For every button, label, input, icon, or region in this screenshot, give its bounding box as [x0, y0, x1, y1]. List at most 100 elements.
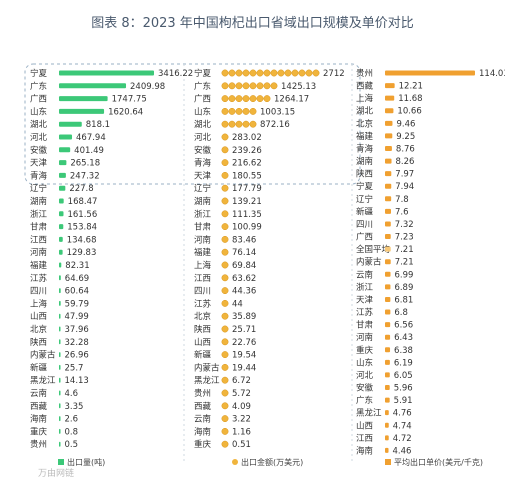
bar — [385, 95, 395, 101]
data-label: 7.23 — [395, 233, 414, 243]
data-label: 161.56 — [67, 210, 97, 220]
category-label: 黑龙江 — [194, 375, 220, 386]
chart-title: 图表 8：2023 年中国枸杞出口省域出口规模及单价对比 — [91, 16, 414, 31]
bar — [59, 83, 127, 89]
data-label: 47.99 — [65, 312, 89, 322]
coin-bar-mark — [221, 261, 229, 269]
coin-bar-mark — [228, 95, 236, 103]
category-label: 湖南 — [30, 196, 47, 207]
coin-bar-mark — [235, 95, 243, 103]
bar — [59, 70, 154, 76]
category-label: 辽宁 — [194, 183, 211, 194]
data-label: 1264.17 — [274, 95, 309, 105]
coin-bar-mark — [242, 95, 250, 103]
bar — [385, 158, 392, 164]
bar — [385, 435, 389, 441]
data-label: 7.32 — [395, 220, 414, 230]
coin-bar-mark — [228, 120, 236, 128]
data-label: 1.16 — [232, 427, 251, 437]
data-label: 180.55 — [232, 171, 262, 181]
category-label: 湖南 — [356, 156, 373, 167]
category-label: 甘肃 — [356, 320, 374, 331]
legend-export-volume: 出口量(吨) — [58, 457, 105, 467]
data-label: 0.51 — [232, 440, 251, 450]
category-label: 广西 — [30, 94, 47, 105]
data-label: 76.14 — [232, 248, 256, 258]
bar — [385, 322, 391, 328]
coin-bar-mark — [221, 415, 229, 423]
coin-bar-mark — [249, 69, 257, 77]
coin-bar-mark — [221, 248, 229, 256]
bar — [385, 296, 391, 302]
category-label: 福建 — [356, 131, 374, 142]
bar — [385, 183, 392, 189]
coin-bar-mark — [249, 82, 257, 90]
category-label: 四川 — [30, 287, 47, 297]
category-label: 陕西 — [30, 337, 47, 348]
bar — [59, 300, 61, 306]
bar — [59, 352, 61, 358]
data-label: 283.02 — [232, 133, 262, 143]
coin-bar-mark — [242, 82, 250, 90]
category-label: 广东 — [30, 81, 47, 92]
bar — [385, 234, 391, 240]
category-label: 云南 — [30, 388, 47, 399]
category-label: 内蒙古 — [30, 350, 56, 361]
data-label: 139.21 — [232, 197, 262, 207]
coin-bar-mark — [221, 184, 229, 192]
data-label: 2409.98 — [130, 82, 165, 92]
data-label: 7.94 — [395, 182, 414, 192]
category-label: 广东 — [356, 395, 373, 406]
coin-bar-mark — [221, 402, 229, 410]
category-label: 海南 — [194, 426, 211, 437]
category-label: 江苏 — [356, 307, 374, 318]
coin-bar-mark — [221, 197, 229, 205]
legend-export-value: 出口金额(万美元) — [232, 457, 303, 467]
category-label: 福建 — [194, 247, 212, 258]
data-label: 26.96 — [65, 351, 89, 361]
data-label: 9.46 — [396, 119, 415, 129]
coin-bar-mark — [221, 274, 229, 282]
bar — [59, 288, 61, 294]
data-label: 32.28 — [65, 338, 89, 348]
data-label: 1620.64 — [108, 107, 143, 117]
category-label: 湖北 — [356, 107, 374, 117]
data-label: 25.71 — [232, 325, 256, 335]
category-label: 湖南 — [194, 196, 211, 207]
category-label: 新疆 — [194, 350, 212, 361]
category-label: 新疆 — [30, 362, 48, 373]
category-label: 湖北 — [194, 120, 212, 130]
panel-export-volume: 宁夏 3416.22 广东 2409.98 广西 1747.75 山东 1620.64 湖北 81… — [30, 68, 193, 450]
bar — [59, 249, 63, 255]
data-label: 6.38 — [394, 346, 413, 356]
category-label: 宁夏 — [356, 181, 374, 192]
coin-bar-mark — [235, 107, 243, 115]
legend-label: 平均出口单价(美元/千克) — [394, 457, 483, 467]
category-label: 全国平均 — [356, 244, 390, 255]
category-label: 陕西 — [356, 169, 373, 180]
data-label: 1425.13 — [281, 82, 316, 92]
bar — [385, 196, 392, 202]
data-label: 401.49 — [74, 146, 104, 156]
data-label: 22.76 — [232, 338, 256, 348]
data-label: 100.99 — [232, 223, 262, 233]
bar — [59, 403, 61, 409]
data-label: 6.89 — [394, 283, 413, 293]
category-label: 宁夏 — [30, 68, 48, 79]
coin-bar-mark — [221, 363, 229, 371]
data-label: 872.16 — [260, 120, 290, 130]
category-label: 黑龙江 — [30, 375, 56, 386]
category-label: 江苏 — [194, 298, 212, 309]
category-label: 浙江 — [30, 209, 48, 220]
bar — [385, 246, 391, 252]
bar — [59, 236, 63, 242]
category-label: 广西 — [356, 232, 373, 243]
data-label: 37.96 — [65, 325, 89, 335]
bar — [59, 416, 61, 422]
bar — [385, 120, 393, 126]
data-label: 11.68 — [398, 94, 422, 104]
data-label: 6.72 — [232, 376, 251, 386]
category-label: 甘肃 — [194, 222, 212, 233]
category-label: 河北 — [30, 132, 48, 143]
